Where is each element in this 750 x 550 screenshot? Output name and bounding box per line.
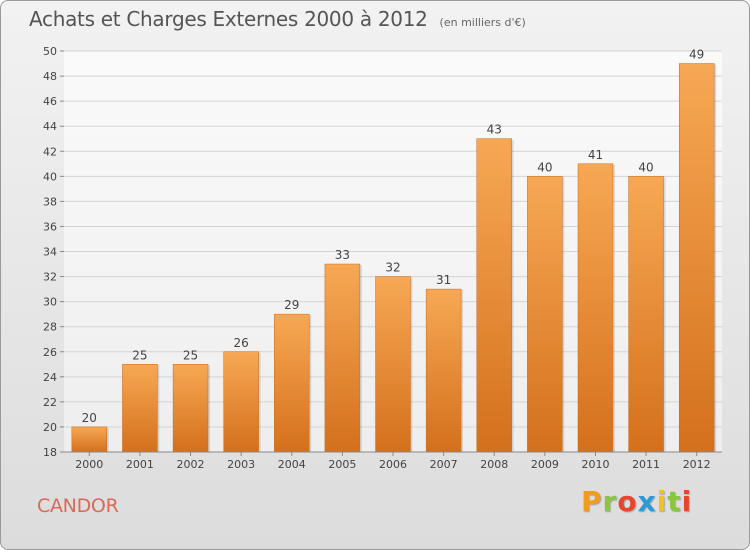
x-tick-label: 2002 xyxy=(177,458,205,471)
y-tick-label: 24 xyxy=(43,371,57,384)
x-tick-label: 2001 xyxy=(126,458,154,471)
bar xyxy=(122,364,158,453)
x-tick-label: 2004 xyxy=(278,458,306,471)
y-tick-label: 30 xyxy=(43,296,57,309)
y-tick-label: 40 xyxy=(43,170,57,183)
x-tick-label: 2009 xyxy=(531,458,559,471)
chart-subtitle: (en milliers d'€) xyxy=(439,16,526,29)
bar xyxy=(223,351,259,453)
data-label: 40 xyxy=(537,160,552,174)
logo-letter: i xyxy=(656,485,668,518)
data-label: 33 xyxy=(335,248,350,262)
x-tick-label: 2003 xyxy=(227,458,255,471)
bars xyxy=(71,63,717,453)
y-tick-label: 44 xyxy=(43,120,57,133)
data-label: 40 xyxy=(638,160,653,174)
x-tick-label: 2008 xyxy=(480,458,508,471)
data-label: 31 xyxy=(436,273,451,287)
x-tick-label: 2010 xyxy=(581,458,609,471)
logo-letter: o xyxy=(617,485,638,518)
bar xyxy=(425,288,462,453)
x-tick-label: 2006 xyxy=(379,458,407,471)
bar xyxy=(476,138,512,453)
bar xyxy=(274,313,310,453)
data-label: 43 xyxy=(487,123,502,137)
data-label: 20 xyxy=(82,411,97,425)
bar xyxy=(172,364,209,453)
y-tick-label: 38 xyxy=(43,195,57,208)
y-tick-label: 32 xyxy=(43,271,57,284)
bar xyxy=(324,263,361,453)
x-tick-label: 2000 xyxy=(75,458,103,471)
data-label: 29 xyxy=(284,298,299,312)
bar xyxy=(678,63,715,453)
x-tick-label: 2005 xyxy=(328,458,356,471)
logo-letter: t xyxy=(667,485,682,518)
x-tick-label: 2007 xyxy=(430,458,458,471)
commune-name: CANDOR xyxy=(37,495,119,517)
y-tick-label: 20 xyxy=(43,421,57,434)
y-tick-label: 48 xyxy=(43,70,57,83)
logo-letter: i xyxy=(681,485,693,518)
y-tick-label: 36 xyxy=(43,220,57,233)
chart-title: Achats et Charges Externes 2000 à 2012 (e… xyxy=(29,7,526,31)
bar xyxy=(577,163,614,453)
y-axis-ticks: 18 20 22 24 26 28 30 32 34 36 38 40 42 44 46 48 50 xyxy=(43,45,64,459)
y-tick-label: 18 xyxy=(43,446,57,459)
data-labels: 20 25 25 26 29 33 32 31 43 40 41 40 49 xyxy=(82,48,705,425)
logo-letter: r xyxy=(602,485,618,518)
x-axis-ticks: 2000 2001 2002 2003 2004 2005 2006 2007 2008 2009… xyxy=(75,452,711,471)
chart-title-text: Achats et Charges Externes 2000 à 2012 xyxy=(29,7,428,31)
y-tick-label: 34 xyxy=(43,246,57,259)
bar xyxy=(527,176,563,453)
data-label: 25 xyxy=(183,348,198,362)
bar xyxy=(71,426,108,453)
logo-letter: P xyxy=(581,485,603,518)
y-tick-label: 26 xyxy=(43,346,57,359)
x-tick-label: 2012 xyxy=(683,458,711,471)
data-label: 41 xyxy=(588,148,603,162)
y-tick-label: 50 xyxy=(43,45,57,58)
data-label: 49 xyxy=(689,48,704,62)
y-tick-label: 46 xyxy=(43,95,57,108)
logo-letter: x xyxy=(637,485,657,518)
y-tick-label: 28 xyxy=(43,321,57,334)
bar xyxy=(375,276,411,453)
x-tick-label: 2011 xyxy=(632,458,660,471)
data-label: 32 xyxy=(385,261,400,275)
y-tick-label: 22 xyxy=(43,396,57,409)
proxiti-logo: Proxiti xyxy=(581,485,692,518)
data-label: 26 xyxy=(234,336,249,350)
y-tick-label: 42 xyxy=(43,145,57,158)
data-label: 25 xyxy=(132,348,147,362)
bar xyxy=(628,176,664,453)
